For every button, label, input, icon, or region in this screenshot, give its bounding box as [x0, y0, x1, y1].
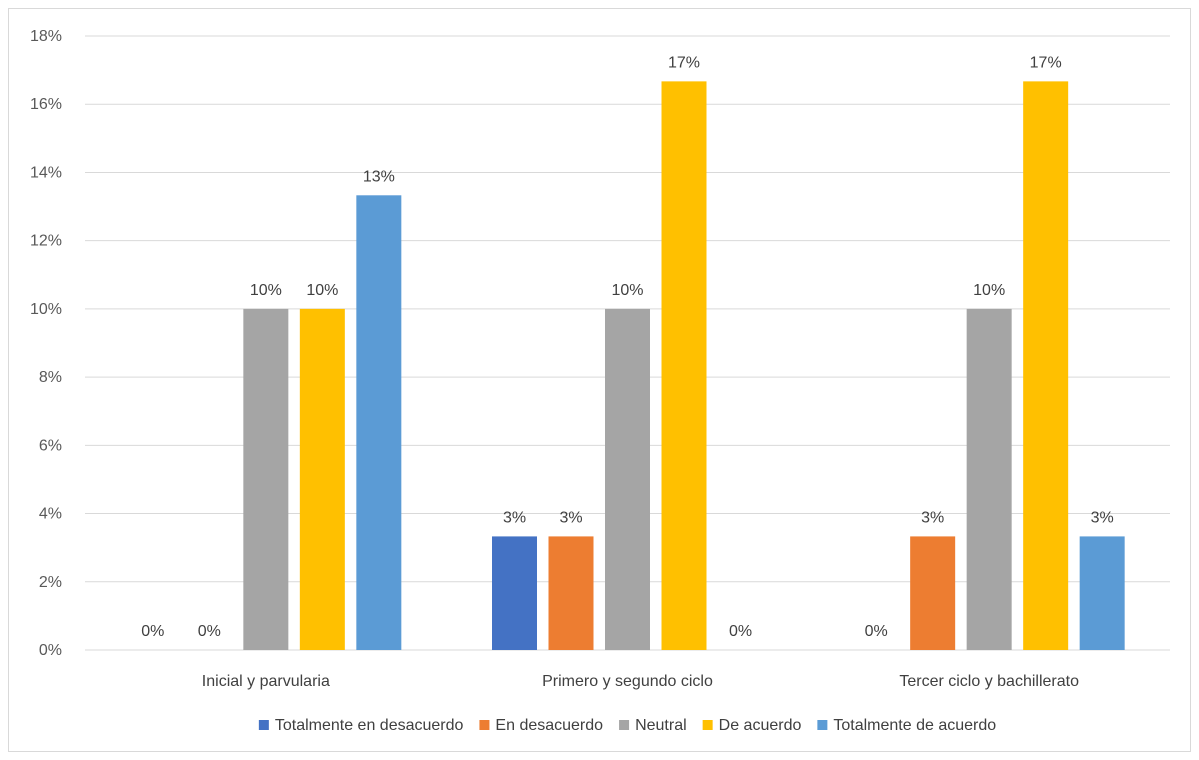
- legend-swatch: [817, 720, 828, 730]
- y-tick-label: 12%: [30, 233, 62, 250]
- data-label: 13%: [363, 168, 395, 185]
- data-label: 10%: [611, 282, 643, 299]
- data-label: 0%: [198, 623, 221, 640]
- bar: [492, 536, 537, 650]
- x-category-label: Primero y segundo ciclo: [542, 673, 713, 690]
- y-tick-label: 8%: [39, 369, 62, 386]
- data-label: 3%: [559, 509, 582, 526]
- bar: [356, 195, 402, 650]
- data-label: 3%: [921, 509, 944, 526]
- y-tick-label: 4%: [39, 506, 62, 523]
- bar: [299, 308, 345, 650]
- data-label: 10%: [306, 282, 338, 299]
- bar: [548, 536, 594, 650]
- legend-label: En desacuerdo: [495, 717, 603, 734]
- x-category-label: Inicial y parvularia: [202, 673, 330, 690]
- y-tick-label: 14%: [30, 164, 62, 181]
- bar: [605, 308, 650, 650]
- y-tick-label: 10%: [30, 301, 62, 318]
- legend-swatch: [702, 720, 713, 730]
- y-tick-label: 18%: [30, 28, 62, 45]
- data-label: 10%: [973, 282, 1005, 299]
- data-label: 0%: [729, 623, 752, 640]
- data-label: 3%: [503, 509, 526, 526]
- data-label: 17%: [1030, 54, 1062, 71]
- bar: [910, 536, 956, 650]
- legend-label: De acuerdo: [719, 717, 802, 734]
- data-label: 0%: [865, 623, 888, 640]
- bar: [661, 81, 707, 650]
- bar: [243, 308, 289, 650]
- legend-swatch: [619, 720, 630, 730]
- legend-swatch: [258, 720, 269, 730]
- y-tick-label: 16%: [30, 96, 62, 113]
- bar: [1079, 536, 1125, 650]
- bar: [1023, 81, 1069, 650]
- legend-label: Neutral: [635, 717, 687, 734]
- data-label: 17%: [668, 54, 700, 71]
- legend-label: Totalmente en desacuerdo: [275, 717, 464, 734]
- y-tick-label: 0%: [39, 642, 62, 659]
- bar: [966, 308, 1012, 650]
- x-category-label: Tercer ciclo y bachillerato: [899, 673, 1079, 690]
- legend-swatch: [479, 720, 490, 730]
- data-label: 10%: [250, 282, 282, 299]
- y-tick-label: 2%: [39, 574, 62, 591]
- legend-label: Totalmente de acuerdo: [833, 717, 996, 734]
- data-label: 0%: [141, 623, 164, 640]
- y-tick-label: 6%: [39, 437, 62, 454]
- data-label: 3%: [1091, 509, 1114, 526]
